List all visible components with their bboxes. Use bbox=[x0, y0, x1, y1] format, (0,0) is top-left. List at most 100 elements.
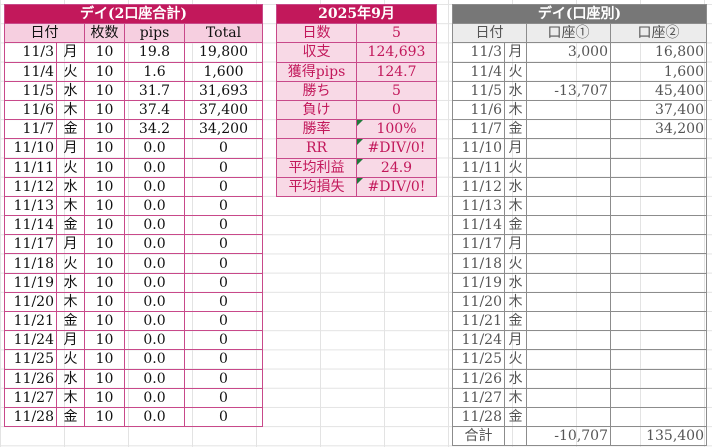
date-cell[interactable]: 11/20 bbox=[452, 291, 505, 313]
account-2-cell[interactable] bbox=[610, 253, 707, 274]
lots-cell[interactable]: 10 bbox=[84, 138, 125, 159]
total-cell[interactable]: 37,400 bbox=[184, 99, 263, 121]
account-2-cell[interactable] bbox=[610, 368, 707, 389]
date-cell[interactable]: 11/4 bbox=[452, 61, 505, 82]
lots-cell[interactable]: 10 bbox=[84, 234, 125, 255]
lots-cell[interactable]: 10 bbox=[84, 406, 125, 428]
account-2-cell[interactable] bbox=[610, 176, 707, 197]
header-account-1[interactable]: 口座① bbox=[526, 23, 611, 44]
account-1-cell[interactable] bbox=[526, 138, 611, 159]
weekday-cell[interactable]: 金 bbox=[504, 215, 527, 236]
weekday-cell[interactable]: 水 bbox=[56, 80, 85, 101]
date-cell[interactable]: 11/10 bbox=[4, 138, 57, 159]
account-2-cell[interactable] bbox=[610, 234, 707, 255]
account-1-cell[interactable]: 3,000 bbox=[526, 42, 611, 63]
account-2-cell[interactable] bbox=[610, 195, 707, 217]
total-cell[interactable]: 0 bbox=[184, 215, 263, 236]
lots-cell[interactable]: 10 bbox=[84, 176, 125, 197]
date-cell[interactable]: 11/19 bbox=[4, 272, 57, 293]
pips-cell[interactable]: 0.0 bbox=[124, 253, 185, 274]
account-2-cell[interactable] bbox=[610, 157, 707, 178]
total-cell[interactable]: 0 bbox=[184, 138, 263, 159]
total-cell[interactable]: 0 bbox=[184, 253, 263, 274]
total-account-2-cell[interactable]: 135,400 bbox=[610, 426, 707, 447]
header-lots[interactable]: 枚数 bbox=[84, 23, 125, 44]
lots-cell[interactable]: 10 bbox=[84, 99, 125, 121]
weekday-cell[interactable]: 金 bbox=[504, 119, 527, 140]
header-date[interactable]: 日付 bbox=[4, 23, 85, 44]
lots-cell[interactable]: 10 bbox=[84, 330, 125, 351]
account-2-cell[interactable]: 1,600 bbox=[610, 61, 707, 82]
pips-cell[interactable]: 31.7 bbox=[124, 80, 185, 101]
weekday-cell[interactable]: 水 bbox=[504, 368, 527, 389]
date-cell[interactable]: 11/25 bbox=[452, 349, 505, 370]
date-cell[interactable]: 11/6 bbox=[452, 99, 505, 121]
weekday-cell[interactable]: 火 bbox=[504, 61, 527, 82]
total-label-cell[interactable]: 合計 bbox=[452, 426, 505, 447]
account-2-cell[interactable] bbox=[610, 310, 707, 332]
blank-cell[interactable] bbox=[504, 426, 527, 447]
pips-cell[interactable]: 1.6 bbox=[124, 61, 185, 82]
date-cell[interactable]: 11/17 bbox=[4, 234, 57, 255]
pips-cell[interactable]: 37.4 bbox=[124, 99, 185, 121]
summary-label[interactable]: 勝ち bbox=[276, 80, 357, 101]
account-1-cell[interactable] bbox=[526, 176, 611, 197]
pips-cell[interactable]: 0.0 bbox=[124, 272, 185, 293]
weekday-cell[interactable]: 水 bbox=[56, 176, 85, 197]
date-cell[interactable]: 11/11 bbox=[452, 157, 505, 178]
lots-cell[interactable]: 10 bbox=[84, 80, 125, 101]
weekday-cell[interactable]: 水 bbox=[56, 368, 85, 389]
total-cell[interactable]: 0 bbox=[184, 272, 263, 293]
weekday-cell[interactable]: 水 bbox=[504, 80, 527, 101]
account-2-cell[interactable]: 16,800 bbox=[610, 42, 707, 63]
date-cell[interactable]: 11/28 bbox=[452, 406, 505, 428]
weekday-cell[interactable]: 火 bbox=[56, 349, 85, 370]
total-cell[interactable]: 0 bbox=[184, 349, 263, 370]
summary-value[interactable]: 0 bbox=[356, 99, 437, 121]
summary-label[interactable]: 負け bbox=[276, 99, 357, 121]
total-cell[interactable]: 0 bbox=[184, 406, 263, 428]
account-2-cell[interactable] bbox=[610, 272, 707, 293]
date-cell[interactable]: 11/11 bbox=[4, 157, 57, 178]
weekday-cell[interactable]: 月 bbox=[56, 138, 85, 159]
account-2-cell[interactable] bbox=[610, 138, 707, 159]
pips-cell[interactable]: 0.0 bbox=[124, 368, 185, 389]
lots-cell[interactable]: 10 bbox=[84, 349, 125, 370]
weekday-cell[interactable]: 金 bbox=[56, 119, 85, 140]
date-cell[interactable]: 11/18 bbox=[452, 253, 505, 274]
date-cell[interactable]: 11/26 bbox=[452, 368, 505, 389]
lots-cell[interactable]: 10 bbox=[84, 272, 125, 293]
account-1-cell[interactable] bbox=[526, 406, 611, 428]
date-cell[interactable]: 11/21 bbox=[452, 310, 505, 332]
account-1-cell[interactable] bbox=[526, 272, 611, 293]
pips-cell[interactable]: 0.0 bbox=[124, 349, 185, 370]
weekday-cell[interactable]: 木 bbox=[504, 99, 527, 121]
date-cell[interactable]: 11/27 bbox=[452, 387, 505, 408]
weekday-cell[interactable]: 火 bbox=[56, 253, 85, 274]
lots-cell[interactable]: 10 bbox=[84, 42, 125, 63]
header-account-2[interactable]: 口座② bbox=[610, 23, 707, 44]
lots-cell[interactable]: 10 bbox=[84, 291, 125, 313]
weekday-cell[interactable]: 月 bbox=[56, 234, 85, 255]
summary-label[interactable]: 獲得pips bbox=[276, 61, 357, 82]
date-cell[interactable]: 11/5 bbox=[452, 80, 505, 101]
account-2-cell[interactable] bbox=[610, 349, 707, 370]
date-cell[interactable]: 11/21 bbox=[4, 310, 57, 332]
weekday-cell[interactable]: 木 bbox=[504, 387, 527, 408]
account-2-cell[interactable] bbox=[610, 291, 707, 313]
total-cell[interactable]: 0 bbox=[184, 310, 263, 332]
date-cell[interactable]: 11/13 bbox=[4, 195, 57, 217]
total-cell[interactable]: 0 bbox=[184, 368, 263, 389]
summary-value[interactable]: 24.9 bbox=[356, 157, 437, 178]
weekday-cell[interactable]: 木 bbox=[56, 291, 85, 313]
date-cell[interactable]: 11/14 bbox=[4, 215, 57, 236]
lots-cell[interactable]: 10 bbox=[84, 195, 125, 217]
weekday-cell[interactable]: 月 bbox=[56, 42, 85, 63]
account-1-cell[interactable] bbox=[526, 349, 611, 370]
weekday-cell[interactable]: 木 bbox=[56, 99, 85, 121]
date-cell[interactable]: 11/24 bbox=[4, 330, 57, 351]
account-2-cell[interactable] bbox=[610, 215, 707, 236]
pips-cell[interactable]: 0.0 bbox=[124, 234, 185, 255]
weekday-cell[interactable]: 火 bbox=[504, 349, 527, 370]
date-cell[interactable]: 11/14 bbox=[452, 215, 505, 236]
